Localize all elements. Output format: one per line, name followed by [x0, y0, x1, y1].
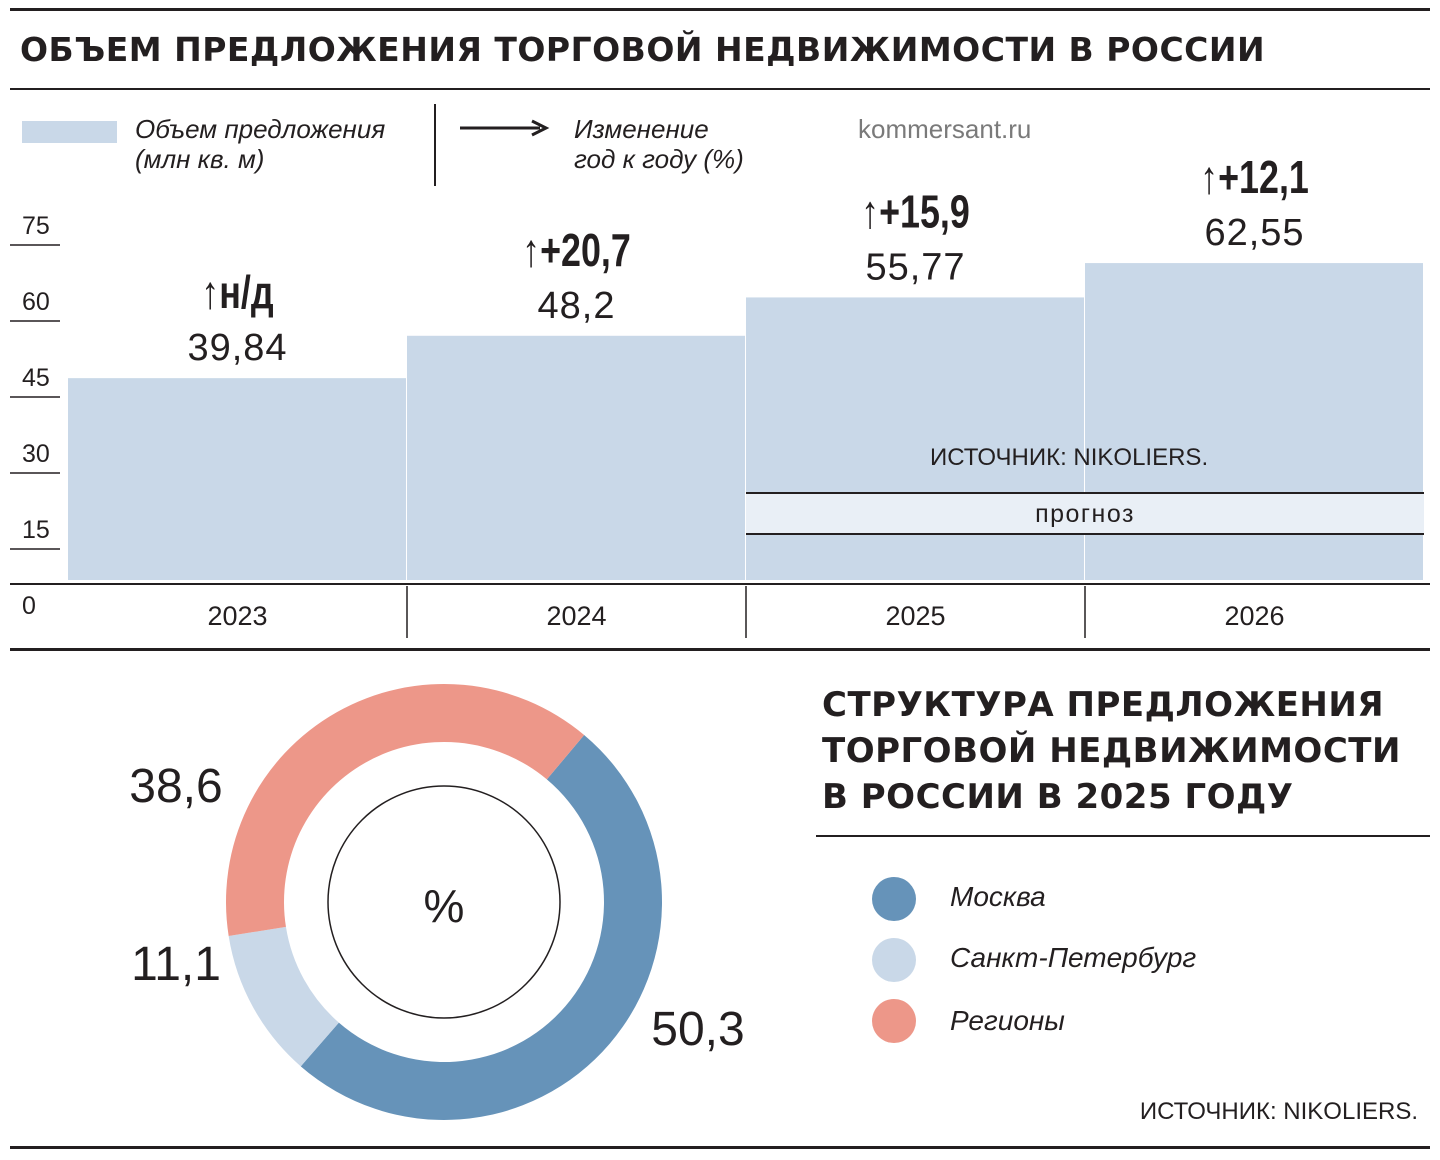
x-tick-label: 2024	[546, 601, 606, 631]
site-credit: kommersant.ru	[858, 114, 1032, 144]
donut-value-label: 50,3	[651, 1003, 744, 1056]
x-tick-label: 2025	[885, 601, 945, 631]
bar-change-label: ↑+12,1	[1200, 160, 1309, 203]
legend-regions-label: Регионы	[950, 1005, 1065, 1036]
arrow-right-icon	[460, 119, 550, 137]
bar-2025	[746, 297, 1084, 580]
donut-value-label: 38,6	[129, 760, 222, 813]
donut-title-line1: СТРУКТУРА ПРЕДЛОЖЕНИЯ	[822, 685, 1385, 725]
legend-change-line2: год к году (%)	[574, 144, 744, 174]
bar-2023	[68, 378, 406, 580]
top-border	[10, 8, 1430, 11]
legend-moscow-label: Москва	[950, 881, 1046, 912]
y-tick-label: 60	[22, 288, 50, 316]
y-tick-label: 15	[22, 516, 50, 544]
title-divider	[10, 88, 1430, 90]
legend-volume-label: Объем предложения (млн кв. м)	[135, 114, 385, 174]
bar-2024	[407, 335, 745, 580]
bar-chart-source: ИСТОЧНИК: NIKOLIERS.	[930, 444, 1209, 471]
donut-inner-circle	[327, 785, 561, 1019]
y-tick-label: 45	[22, 364, 50, 392]
legend-volume-line2: (млн кв. м)	[135, 144, 265, 174]
donut-chart: 50,3 11,1 38,6%	[129, 684, 745, 1121]
y-tick-label: 30	[22, 440, 50, 468]
legend-volume-swatch	[22, 121, 117, 143]
donut-title-divider	[816, 835, 1430, 837]
bar-change-label: ↑+15,9	[861, 186, 970, 237]
donut-source: ИСТОЧНИК: NIKOLIERS.	[1139, 1098, 1418, 1125]
y-tick-label: 0	[22, 592, 36, 620]
donut-title-line2: ТОРГОВОЙ НЕДВИЖИМОСТИ	[822, 731, 1401, 771]
forecast-band	[746, 492, 1424, 535]
bar-change-label: ↑н/д	[201, 267, 273, 318]
legend-moscow-swatch	[872, 877, 916, 921]
bottom-border	[10, 1146, 1430, 1149]
donut-slice-3	[226, 684, 585, 936]
donut-title: СТРУКТУРА ПРЕДЛОЖЕНИЯ ТОРГОВОЙ НЕДВИЖИМО…	[822, 682, 1401, 820]
donut-slice-1	[300, 735, 663, 1121]
legend-change-line1: Изменение	[574, 114, 709, 144]
bar-change-label: ↑+20,7	[522, 225, 631, 276]
donut-value-label: 11,1	[131, 938, 221, 991]
page-title: ОБЪЕМ ПРЕДЛОЖЕНИЯ ТОРГОВОЙ НЕДВИЖИМОСТИ …	[20, 30, 1266, 69]
x-tick-label: 2023	[207, 601, 267, 631]
legend-regions-swatch	[872, 999, 916, 1043]
donut-center-label: %	[424, 880, 465, 932]
donut-slice-2	[228, 926, 339, 1067]
section-divider	[10, 648, 1430, 651]
bar-chart: 75 60 45 30 15 0 39,84 ↑н/д 2023 48,2 ↑+20,7 2024 55…	[10, 160, 1430, 638]
legend-spb-swatch	[872, 938, 916, 982]
bar-value-label: 62,55	[1204, 212, 1304, 254]
legend-spb-label: Санкт-Петербург	[950, 942, 1197, 973]
x-tick-label: 2026	[1224, 601, 1284, 631]
donut-title-line3: В РОССИИ В 2025 ГОДУ	[822, 777, 1294, 817]
legend-change-label: Изменение год к году (%)	[574, 114, 744, 174]
bar-value-label: 39,84	[187, 327, 287, 369]
forecast-label: прогноз	[1035, 500, 1135, 528]
y-tick-label: 75	[22, 212, 50, 240]
bar-value-label: 55,77	[865, 246, 965, 288]
legend-volume-line1: Объем предложения	[135, 114, 386, 144]
legend-separator	[434, 104, 436, 186]
bar-value-label: 48,2	[538, 285, 616, 327]
